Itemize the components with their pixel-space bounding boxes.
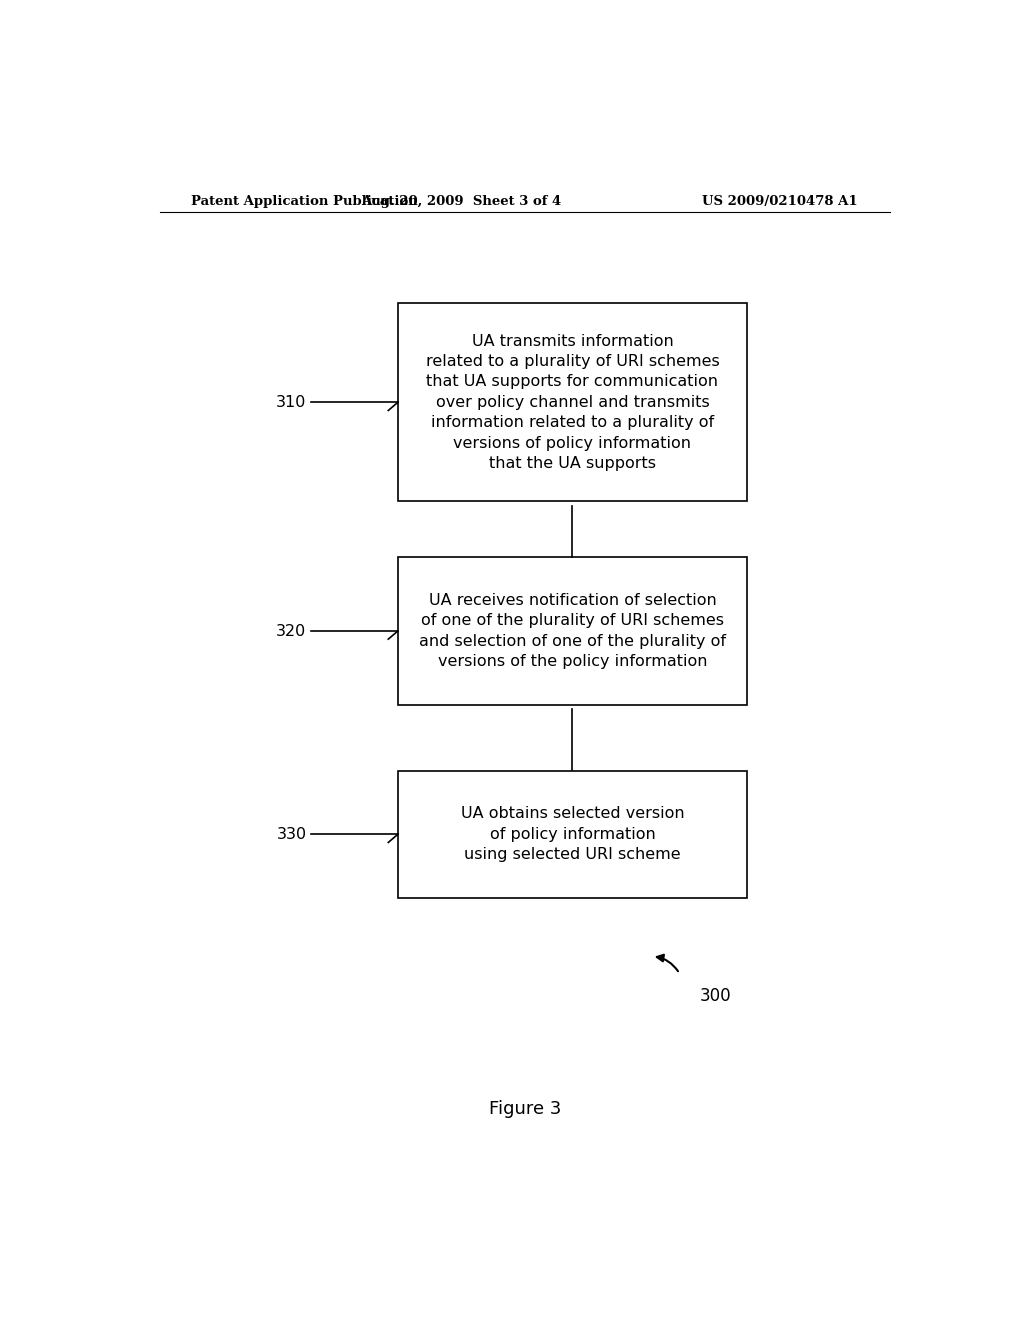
Text: Figure 3: Figure 3 [488,1100,561,1118]
Text: 320: 320 [276,623,306,639]
FancyBboxPatch shape [398,304,748,502]
Text: UA receives notification of selection
of one of the plurality of URI schemes
and: UA receives notification of selection of… [419,593,726,669]
Text: Aug. 20, 2009  Sheet 3 of 4: Aug. 20, 2009 Sheet 3 of 4 [361,194,561,207]
Text: UA transmits information
related to a plurality of URI schemes
that UA supports : UA transmits information related to a pl… [426,334,719,471]
Text: 310: 310 [276,395,306,409]
Text: Patent Application Publication: Patent Application Publication [191,194,418,207]
Text: 330: 330 [276,826,306,842]
Text: 300: 300 [699,987,731,1005]
FancyBboxPatch shape [398,557,748,705]
Text: US 2009/0210478 A1: US 2009/0210478 A1 [702,194,858,207]
FancyBboxPatch shape [398,771,748,898]
Text: UA obtains selected version
of policy information
using selected URI scheme: UA obtains selected version of policy in… [461,807,684,862]
